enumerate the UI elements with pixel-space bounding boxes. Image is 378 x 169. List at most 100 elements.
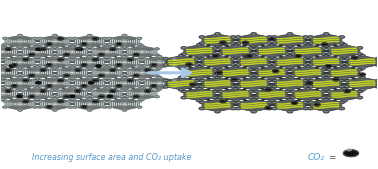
Circle shape bbox=[137, 37, 142, 39]
Circle shape bbox=[99, 95, 104, 98]
Circle shape bbox=[303, 86, 308, 88]
Circle shape bbox=[321, 68, 327, 71]
Circle shape bbox=[342, 78, 347, 80]
Circle shape bbox=[37, 37, 42, 39]
Circle shape bbox=[53, 55, 57, 57]
Circle shape bbox=[15, 75, 20, 77]
Circle shape bbox=[36, 82, 41, 84]
Circle shape bbox=[344, 90, 350, 93]
Circle shape bbox=[87, 46, 92, 48]
Circle shape bbox=[9, 65, 15, 67]
Circle shape bbox=[18, 109, 22, 111]
Circle shape bbox=[0, 45, 5, 47]
Circle shape bbox=[272, 42, 277, 44]
Circle shape bbox=[46, 106, 52, 108]
Circle shape bbox=[308, 107, 313, 110]
Circle shape bbox=[287, 33, 293, 35]
Circle shape bbox=[139, 45, 144, 47]
Circle shape bbox=[272, 36, 277, 38]
Circle shape bbox=[0, 79, 2, 81]
Circle shape bbox=[17, 95, 22, 97]
Polygon shape bbox=[57, 88, 87, 100]
Polygon shape bbox=[256, 67, 287, 79]
Circle shape bbox=[266, 101, 272, 103]
Circle shape bbox=[50, 90, 55, 92]
Circle shape bbox=[251, 54, 257, 57]
Circle shape bbox=[266, 79, 272, 82]
Circle shape bbox=[215, 89, 220, 91]
Circle shape bbox=[172, 64, 177, 66]
Circle shape bbox=[248, 90, 254, 93]
Circle shape bbox=[137, 58, 142, 60]
Circle shape bbox=[339, 101, 344, 103]
Circle shape bbox=[120, 90, 124, 92]
Circle shape bbox=[197, 56, 202, 58]
Circle shape bbox=[172, 58, 177, 60]
Circle shape bbox=[85, 48, 90, 50]
Circle shape bbox=[199, 107, 204, 110]
Circle shape bbox=[305, 65, 311, 68]
Circle shape bbox=[122, 109, 127, 111]
Circle shape bbox=[233, 44, 239, 46]
Circle shape bbox=[230, 86, 236, 88]
Circle shape bbox=[15, 69, 20, 71]
Circle shape bbox=[324, 98, 329, 100]
Circle shape bbox=[197, 100, 202, 102]
Circle shape bbox=[212, 53, 218, 55]
Polygon shape bbox=[238, 77, 270, 90]
Circle shape bbox=[33, 79, 37, 81]
Polygon shape bbox=[127, 67, 157, 79]
Circle shape bbox=[15, 54, 20, 56]
Circle shape bbox=[307, 81, 313, 84]
Circle shape bbox=[3, 85, 7, 87]
Circle shape bbox=[251, 76, 257, 79]
Circle shape bbox=[0, 99, 5, 101]
Circle shape bbox=[178, 76, 184, 79]
Circle shape bbox=[87, 76, 92, 78]
Circle shape bbox=[199, 42, 204, 44]
Polygon shape bbox=[0, 88, 18, 100]
Circle shape bbox=[68, 58, 72, 60]
Circle shape bbox=[50, 48, 55, 50]
Circle shape bbox=[303, 79, 308, 82]
Circle shape bbox=[0, 58, 2, 60]
Circle shape bbox=[151, 64, 156, 66]
Polygon shape bbox=[5, 77, 35, 89]
Circle shape bbox=[0, 85, 2, 87]
Circle shape bbox=[217, 53, 223, 55]
Polygon shape bbox=[184, 67, 215, 79]
Circle shape bbox=[212, 47, 218, 49]
Polygon shape bbox=[22, 67, 53, 79]
Circle shape bbox=[137, 106, 142, 108]
Circle shape bbox=[81, 85, 87, 87]
Circle shape bbox=[230, 57, 236, 60]
Circle shape bbox=[230, 64, 236, 66]
Circle shape bbox=[134, 74, 139, 77]
Circle shape bbox=[324, 45, 329, 48]
Circle shape bbox=[272, 86, 277, 88]
Circle shape bbox=[291, 102, 297, 104]
Polygon shape bbox=[5, 98, 35, 110]
Circle shape bbox=[53, 97, 57, 99]
Circle shape bbox=[254, 75, 259, 77]
Circle shape bbox=[53, 34, 57, 36]
Circle shape bbox=[120, 54, 124, 56]
Circle shape bbox=[272, 64, 277, 66]
Polygon shape bbox=[220, 45, 251, 57]
Circle shape bbox=[20, 96, 25, 98]
Circle shape bbox=[0, 64, 2, 66]
Circle shape bbox=[230, 107, 236, 110]
Circle shape bbox=[18, 55, 22, 57]
Polygon shape bbox=[220, 88, 251, 101]
Circle shape bbox=[344, 64, 350, 66]
Circle shape bbox=[233, 65, 239, 68]
Circle shape bbox=[199, 79, 204, 82]
Polygon shape bbox=[347, 77, 378, 90]
Circle shape bbox=[137, 85, 142, 87]
Circle shape bbox=[46, 64, 52, 66]
Polygon shape bbox=[40, 98, 70, 110]
Circle shape bbox=[233, 56, 239, 58]
Circle shape bbox=[35, 99, 40, 101]
Circle shape bbox=[342, 65, 347, 68]
Circle shape bbox=[357, 75, 363, 77]
